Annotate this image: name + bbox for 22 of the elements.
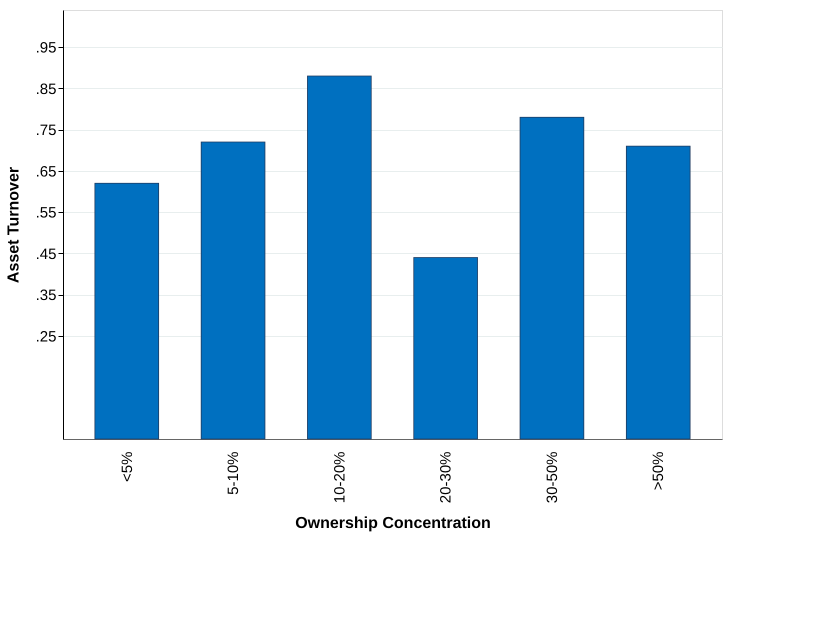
x-tick-label: 10-20% bbox=[331, 452, 348, 504]
x-tick-label: 5-10% bbox=[225, 452, 242, 495]
y-axis-title: Asset Turnover bbox=[6, 166, 23, 284]
y-tick-label: .55 bbox=[36, 204, 56, 222]
y-tick-label: .95 bbox=[36, 40, 56, 57]
bar bbox=[413, 257, 478, 440]
y-tick-label: .45 bbox=[36, 246, 56, 263]
x-tick-label: >50% bbox=[650, 452, 668, 490]
x-axis-title: Ownership Concentration bbox=[295, 515, 491, 532]
bar bbox=[520, 116, 584, 440]
y-tick-label: .65 bbox=[36, 163, 56, 180]
y-tick-label: .75 bbox=[36, 122, 56, 140]
y-tick-label: .35 bbox=[36, 287, 56, 304]
bar bbox=[307, 76, 372, 440]
bar bbox=[626, 146, 691, 440]
y-tick-label: .25 bbox=[36, 328, 56, 346]
x-tick-label: 20-30% bbox=[438, 452, 455, 504]
x-tick-label: <5% bbox=[118, 452, 136, 482]
bar bbox=[200, 142, 266, 440]
x-tick-label: 30-50% bbox=[544, 452, 561, 504]
y-tick-label: .85 bbox=[36, 80, 56, 98]
bar bbox=[94, 182, 160, 440]
